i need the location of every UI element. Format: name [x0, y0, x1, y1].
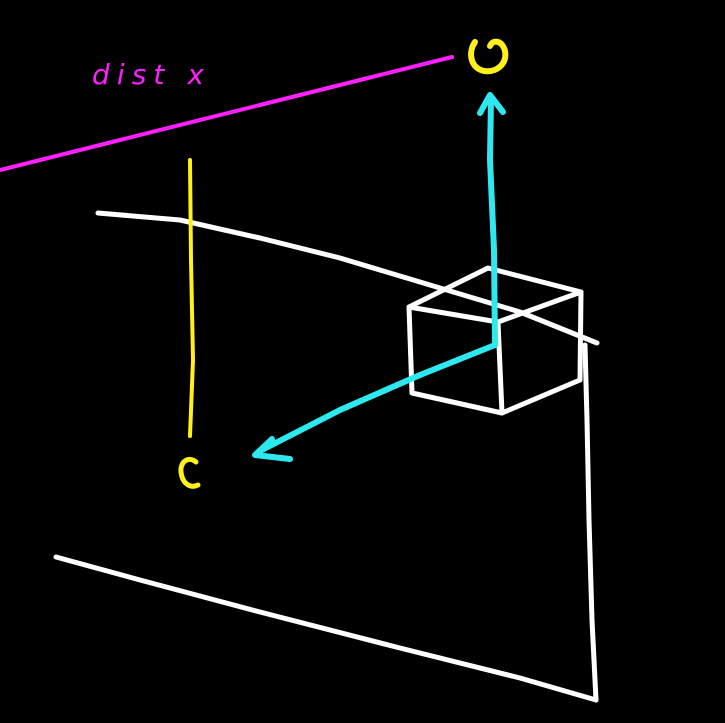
distance-line	[0, 55, 454, 172]
cube-top-face	[406, 265, 584, 325]
markers	[178, 38, 509, 489]
plane-bottom-edge	[53, 554, 599, 703]
vertical-axis	[487, 95, 498, 348]
cube	[406, 265, 584, 416]
c-marker-icon	[178, 456, 201, 489]
diagonal-axis	[255, 342, 498, 455]
plane-right-edge	[582, 342, 599, 703]
circle-marker-icon	[468, 38, 509, 75]
plane-outline	[53, 210, 600, 703]
distance-annotation: dist x	[0, 55, 454, 172]
distance-label: dist x	[92, 58, 204, 91]
vertical-axis-arrowhead	[477, 92, 506, 116]
axes	[252, 92, 506, 462]
diagonal-axis-arrowhead	[252, 436, 293, 462]
marker-line	[188, 158, 195, 438]
cube-right-face	[499, 289, 584, 416]
